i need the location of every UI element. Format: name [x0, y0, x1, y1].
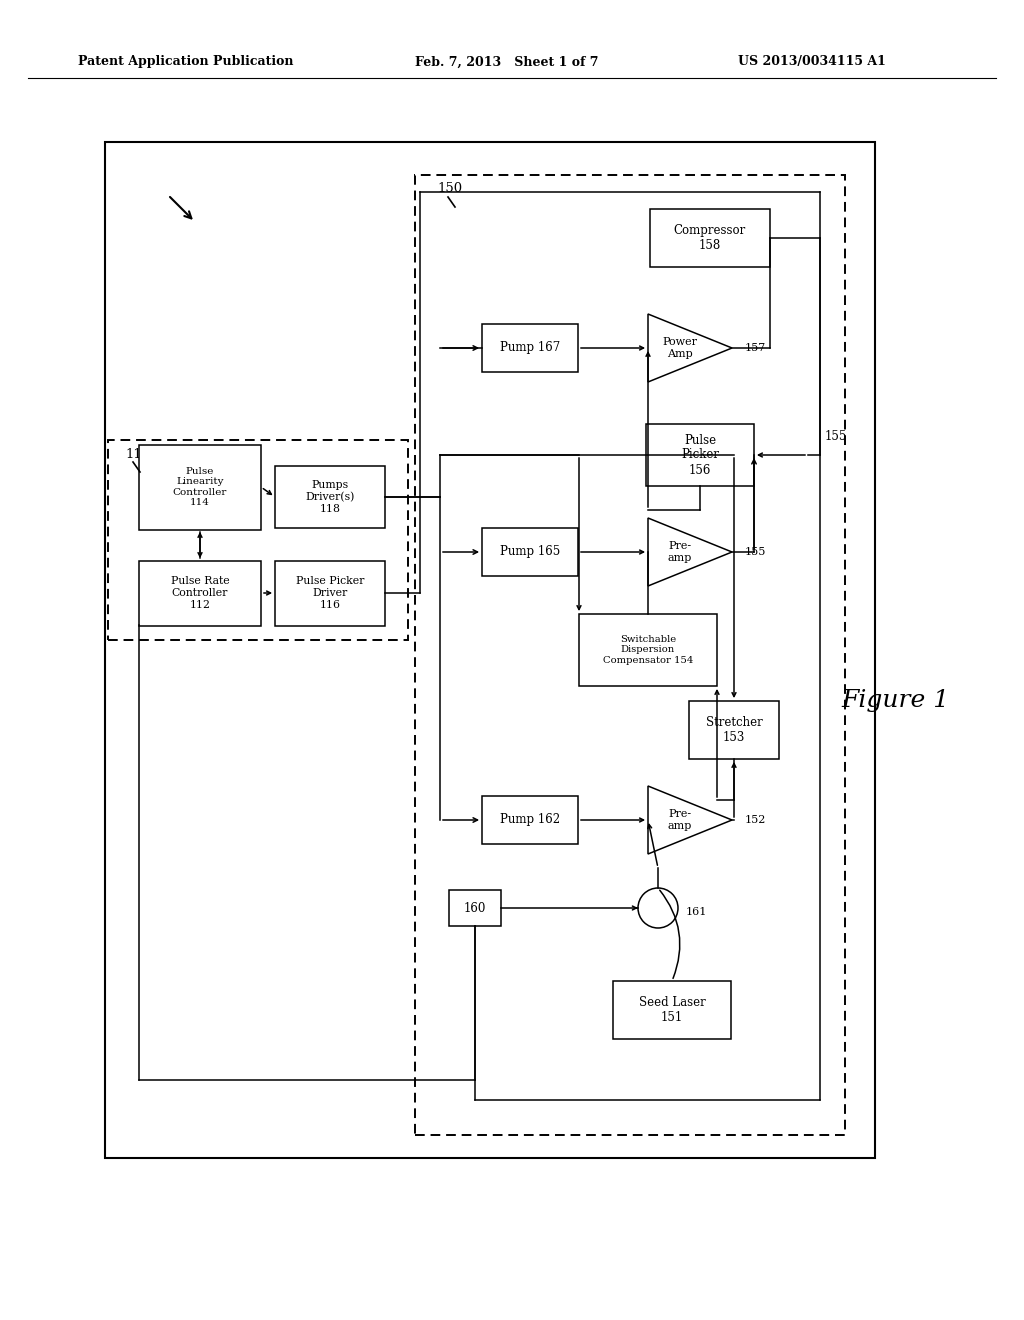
Bar — [482, 323, 578, 372]
Bar — [139, 561, 261, 626]
Text: Pulse
Picker
156: Pulse Picker 156 — [681, 433, 719, 477]
Text: Patent Application Publication: Patent Application Publication — [78, 55, 294, 69]
Bar — [482, 528, 578, 576]
Text: Pre-
amp: Pre- amp — [668, 541, 691, 562]
Bar — [646, 424, 754, 486]
Text: Pulse Rate
Controller
112: Pulse Rate Controller 112 — [171, 577, 229, 610]
Text: Pre-
amp: Pre- amp — [668, 809, 691, 830]
Text: 160: 160 — [464, 902, 486, 915]
Text: US 2013/0034115 A1: US 2013/0034115 A1 — [738, 55, 886, 69]
Bar — [689, 701, 779, 759]
Text: 155: 155 — [825, 430, 848, 444]
Text: Stretcher
153: Stretcher 153 — [706, 715, 763, 744]
Bar — [613, 981, 731, 1039]
Bar — [275, 561, 385, 626]
Circle shape — [638, 888, 678, 928]
Text: 150: 150 — [437, 181, 462, 194]
Text: Feb. 7, 2013   Sheet 1 of 7: Feb. 7, 2013 Sheet 1 of 7 — [415, 55, 598, 69]
Text: Power
Amp: Power Amp — [662, 337, 697, 359]
Text: Pulse Picker
Driver
116: Pulse Picker Driver 116 — [296, 577, 365, 610]
Text: Pumps
Driver(s)
118: Pumps Driver(s) 118 — [305, 480, 354, 513]
Text: 155: 155 — [745, 546, 766, 557]
Bar — [108, 440, 408, 640]
Bar — [482, 796, 578, 843]
Text: Figure 1: Figure 1 — [841, 689, 949, 711]
Text: 100: 100 — [144, 172, 173, 185]
Text: Pump 165: Pump 165 — [500, 545, 560, 558]
Text: Pump 167: Pump 167 — [500, 342, 560, 355]
Bar — [275, 466, 385, 528]
Polygon shape — [648, 314, 732, 381]
Text: Seed Laser
151: Seed Laser 151 — [639, 997, 706, 1024]
Text: 157: 157 — [745, 343, 766, 352]
Bar — [650, 209, 770, 267]
Text: 152: 152 — [745, 814, 766, 825]
Text: Compressor
158: Compressor 158 — [674, 224, 746, 252]
Text: 110: 110 — [125, 447, 151, 461]
Polygon shape — [648, 517, 732, 586]
Bar — [105, 143, 874, 1158]
Text: Pulse
Linearity
Controller
114: Pulse Linearity Controller 114 — [173, 467, 227, 507]
Text: Switchable
Dispersion
Compensator 154: Switchable Dispersion Compensator 154 — [603, 635, 693, 665]
Text: Pump 162: Pump 162 — [500, 813, 560, 826]
Text: 161: 161 — [686, 907, 708, 917]
Bar — [415, 176, 845, 1135]
Polygon shape — [648, 785, 732, 854]
Bar — [579, 614, 717, 686]
Bar — [139, 445, 261, 529]
Bar — [449, 890, 501, 927]
